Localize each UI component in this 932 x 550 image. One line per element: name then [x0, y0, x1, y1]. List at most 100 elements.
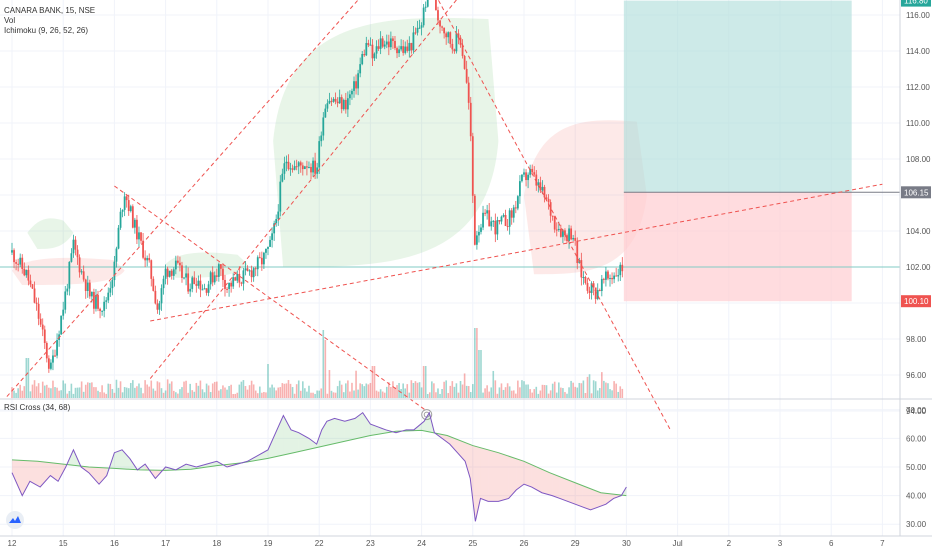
candle-body: [547, 198, 550, 203]
rsi-tick-label: 70.00: [906, 406, 927, 415]
volume-legend: Vol: [4, 16, 16, 25]
trendline[interactable]: [114, 185, 428, 412]
candle-body: [453, 49, 456, 52]
candle-body: [398, 49, 400, 54]
candle-body: [568, 228, 570, 242]
candle-body: [613, 275, 616, 280]
volume-bar: [166, 379, 169, 398]
volume-bar: [23, 386, 26, 398]
rsi-fill-segment: [457, 439, 466, 462]
time-tick-label: 18: [212, 539, 221, 548]
position-profit-zone[interactable]: [623, 0, 852, 193]
price-marker-label: 116.80: [904, 0, 928, 6]
volume-bar: [373, 366, 376, 398]
volume-bar: [93, 387, 95, 398]
candle-body: [154, 290, 157, 304]
candle-body: [461, 44, 464, 56]
candle-body: [252, 268, 255, 278]
volume-bar: [193, 391, 196, 398]
volume-bar: [50, 388, 52, 398]
volume-bar: [541, 384, 544, 398]
rsi-fill-segment: [355, 412, 363, 439]
candle-body: [322, 117, 325, 136]
candle-body: [320, 135, 323, 142]
rsi-fill-segment: [370, 424, 379, 436]
volume-bar: [148, 386, 151, 398]
candle-body: [492, 220, 495, 222]
price-tick-label: 102.00: [906, 263, 931, 272]
candle-body: [412, 32, 415, 51]
candle-body: [570, 228, 573, 240]
candle-body: [379, 38, 382, 49]
rsi-fill-segment: [508, 456, 517, 499]
volume-bar: [127, 388, 130, 398]
candle-body: [369, 44, 372, 46]
volume-bars: [11, 328, 624, 398]
volume-bar: [113, 392, 116, 398]
candle-body: [443, 27, 446, 34]
candle-body: [230, 282, 233, 287]
rsi-fill-segment: [114, 449, 123, 469]
volume-bar: [187, 392, 189, 398]
candle-body: [11, 250, 13, 253]
trendline[interactable]: [150, 183, 883, 322]
candle-body: [535, 174, 538, 186]
volume-bar: [594, 381, 597, 398]
candle-body: [138, 232, 140, 240]
volume-bar: [474, 328, 476, 398]
volume-bar: [140, 387, 142, 398]
candle-body: [392, 38, 394, 41]
volume-bar: [383, 392, 386, 398]
candle-body: [506, 226, 509, 228]
candle-body: [295, 166, 298, 168]
volume-bar: [250, 380, 253, 398]
candle-body: [273, 223, 276, 234]
volume-bar: [480, 350, 482, 398]
candle-body: [109, 288, 112, 293]
candle-body: [41, 324, 44, 330]
volume-bar: [164, 390, 167, 398]
volume-bar: [377, 391, 380, 398]
volume-bar: [584, 393, 587, 398]
trendline[interactable]: [6, 0, 488, 397]
candle-body: [445, 33, 448, 38]
candle-body: [133, 219, 136, 228]
candle-body: [607, 271, 609, 279]
volume-bar: [46, 384, 48, 398]
candle-body: [142, 240, 144, 258]
volume-bar: [70, 383, 73, 398]
volume-bar: [105, 393, 108, 398]
tradingview-logo-icon[interactable]: [6, 511, 24, 529]
candle-body: [467, 82, 470, 103]
rsi-fill-segment: [480, 447, 489, 502]
rsi-fill-segment: [378, 426, 386, 435]
volume-bar: [498, 387, 501, 398]
volume-bar: [172, 390, 175, 398]
candle-body: [105, 300, 108, 302]
volume-bar: [404, 388, 407, 398]
candle-body: [441, 26, 443, 28]
candle-body: [541, 186, 544, 191]
volume-bar: [490, 387, 493, 398]
rsi-tick-label: 40.00: [906, 492, 927, 501]
candle-body: [64, 291, 67, 310]
position-loss-zone[interactable]: [623, 192, 852, 302]
candle-body: [592, 283, 595, 288]
candle-body: [615, 275, 618, 277]
volume-bar: [375, 390, 378, 398]
time-tick-label: 22: [315, 539, 324, 548]
trendline[interactable]: [149, 0, 575, 379]
candle-body: [35, 302, 38, 304]
volume-bar: [275, 390, 277, 398]
volume-bar: [43, 385, 46, 398]
time-tick-label: 25: [468, 539, 477, 548]
candle-body: [363, 54, 366, 56]
rsi-fill-segment: [40, 461, 51, 488]
volume-bar: [463, 373, 466, 398]
volume-bar: [523, 381, 525, 398]
candle-body: [90, 291, 93, 297]
rsi-fill-segment: [326, 418, 335, 446]
volume-bar: [527, 384, 529, 398]
volume-bar: [285, 383, 288, 398]
